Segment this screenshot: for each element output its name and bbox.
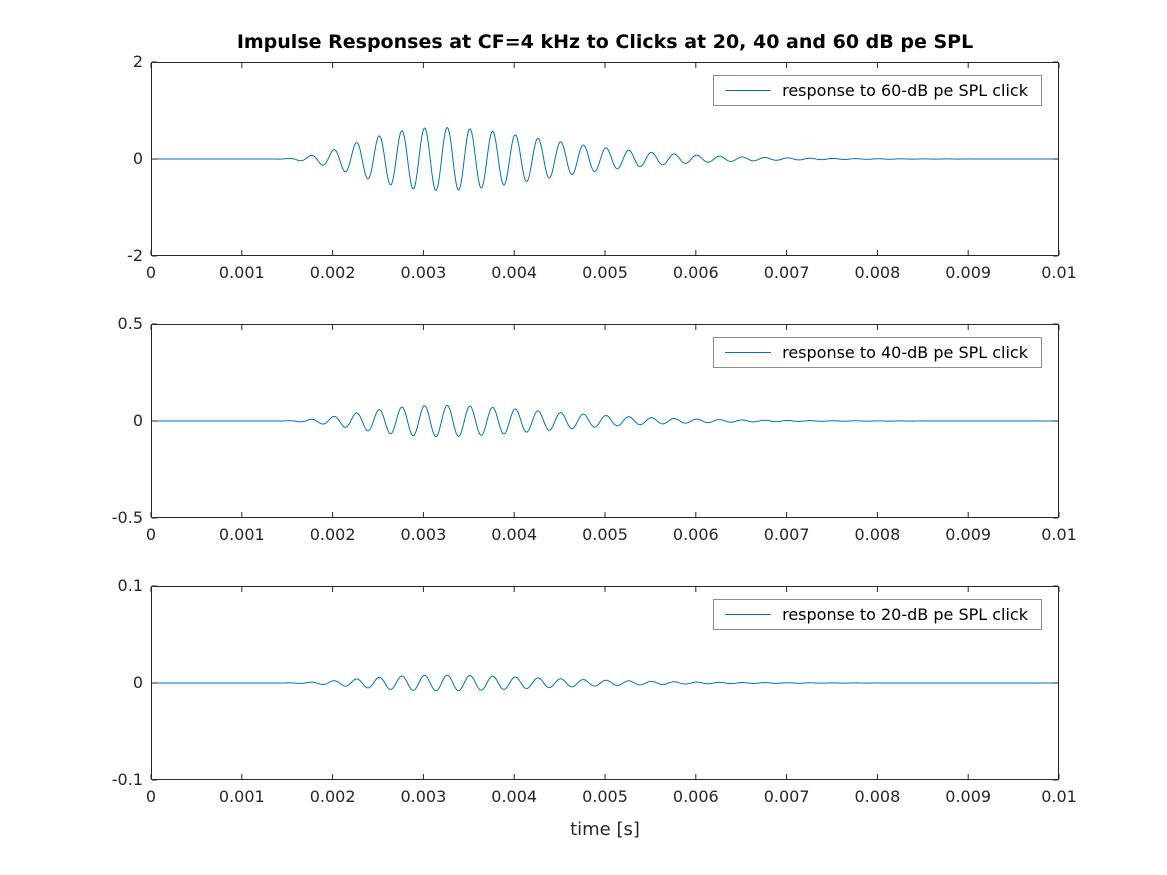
legend-60db: response to 60-dB pe SPL click (713, 75, 1042, 106)
subplot-response-20db: response to 20-dB pe SPL click 0 0.001 0.0… (112, 576, 1077, 806)
x-tick-label: 0.002 (309, 263, 356, 282)
waveform-line (151, 127, 1059, 191)
x-tick-label: 0.007 (763, 525, 810, 544)
legend-label-60db: response to 60-dB pe SPL click (782, 81, 1028, 100)
y-tick-label: 0.5 (117, 314, 143, 333)
x-tick-label: 0.006 (672, 525, 719, 544)
x-tick-label: 0.001 (218, 525, 265, 544)
x-tick-label: 0.005 (582, 787, 628, 806)
x-tick-label: 0 (145, 263, 157, 282)
x-tick-label: 0.006 (672, 787, 719, 806)
x-tick-label: 0.007 (763, 787, 810, 806)
axes-20db (150, 585, 1060, 781)
legend-label-40db: response to 40-dB pe SPL click (782, 343, 1028, 362)
x-tick-label: 0.005 (582, 263, 628, 282)
x-tick-label: 0.01 (1041, 263, 1077, 282)
x-tick-label: 0.004 (491, 263, 538, 282)
axes-box (151, 324, 1059, 518)
x-tick-label: 0.001 (218, 263, 265, 282)
subplot-response-60db: response to 60-dB pe SPL click 0 0.001 0.0… (127, 52, 1077, 282)
legend-line-sample-icon (725, 352, 772, 353)
y-tick-label: -0.1 (111, 770, 143, 789)
y-tick-label: 0.1 (117, 576, 143, 595)
x-tick-label: 0.009 (945, 263, 992, 282)
axes-box (151, 62, 1059, 256)
x-tick-label: 0.008 (854, 525, 901, 544)
axes-60db (150, 61, 1060, 257)
x-tick-label: 0 (145, 787, 157, 806)
legend-20db: response to 20-dB pe SPL click (713, 599, 1042, 630)
waveform-line (151, 674, 1059, 692)
x-tick-label: 0.004 (491, 787, 538, 806)
x-tick-label: 0.009 (945, 787, 992, 806)
x-tick-label: 0.005 (582, 525, 628, 544)
x-tick-label: 0.001 (218, 787, 265, 806)
y-tick-label: 0 (132, 411, 143, 430)
y-tick-label: -0.5 (111, 508, 143, 527)
y-tick-label: -2 (127, 246, 143, 265)
x-tick-label: 0.008 (854, 787, 901, 806)
legend-label-20db: response to 20-dB pe SPL click (782, 605, 1028, 624)
x-tick-label: 0.002 (309, 525, 356, 544)
legend-40db: response to 40-dB pe SPL click (713, 337, 1042, 368)
x-tick-label: 0.01 (1041, 787, 1077, 806)
x-tick-label: 0.009 (945, 525, 992, 544)
x-tick-label: 0 (145, 525, 157, 544)
legend-line-sample-icon (725, 614, 772, 615)
x-tick-label: 0.003 (400, 525, 447, 544)
subplot-response-40db: response to 40-dB pe SPL click 0 0.001 0.0… (112, 314, 1077, 544)
axes-box (151, 586, 1059, 780)
y-tick-label: 0 (132, 673, 143, 692)
x-tick-label: 0.003 (400, 263, 447, 282)
x-tick-label: 0.004 (491, 525, 538, 544)
waveform-line (151, 405, 1059, 437)
axes-40db (150, 323, 1060, 519)
y-tick-label: 0 (132, 149, 143, 168)
legend-line-sample-icon (725, 90, 772, 91)
figure-title: Impulse Responses at CF=4 kHz to Clicks … (236, 31, 974, 53)
x-tick-label: 0.008 (854, 263, 901, 282)
x-tick-label: 0.007 (763, 263, 810, 282)
x-axis-label: time [s] (570, 819, 640, 840)
x-tick-label: 0.003 (400, 787, 447, 806)
y-tick-label: 2 (132, 52, 143, 71)
x-tick-label: 0.01 (1041, 525, 1077, 544)
x-tick-label: 0.002 (309, 787, 356, 806)
x-tick-label: 0.006 (672, 263, 719, 282)
